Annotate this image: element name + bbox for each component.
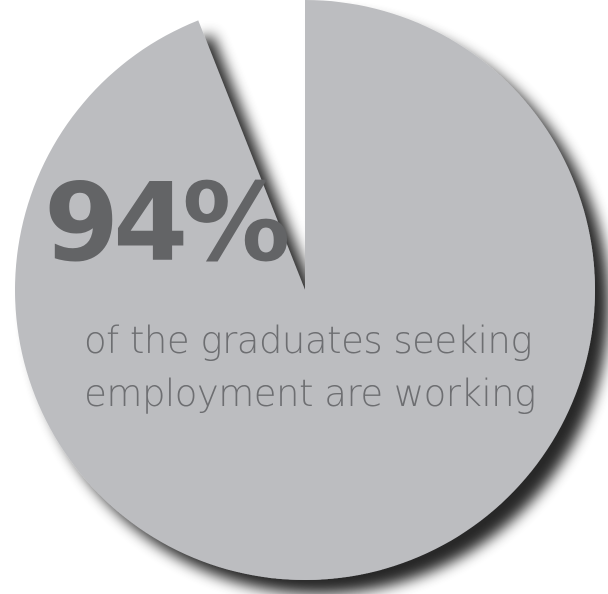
pie-slices <box>15 0 595 580</box>
pie-slice-94 <box>15 0 595 580</box>
headline-percentage: 94% <box>44 161 291 286</box>
caption-line-1: of the graduates seeking <box>83 319 533 362</box>
caption-line-2: employment are working <box>84 372 536 415</box>
